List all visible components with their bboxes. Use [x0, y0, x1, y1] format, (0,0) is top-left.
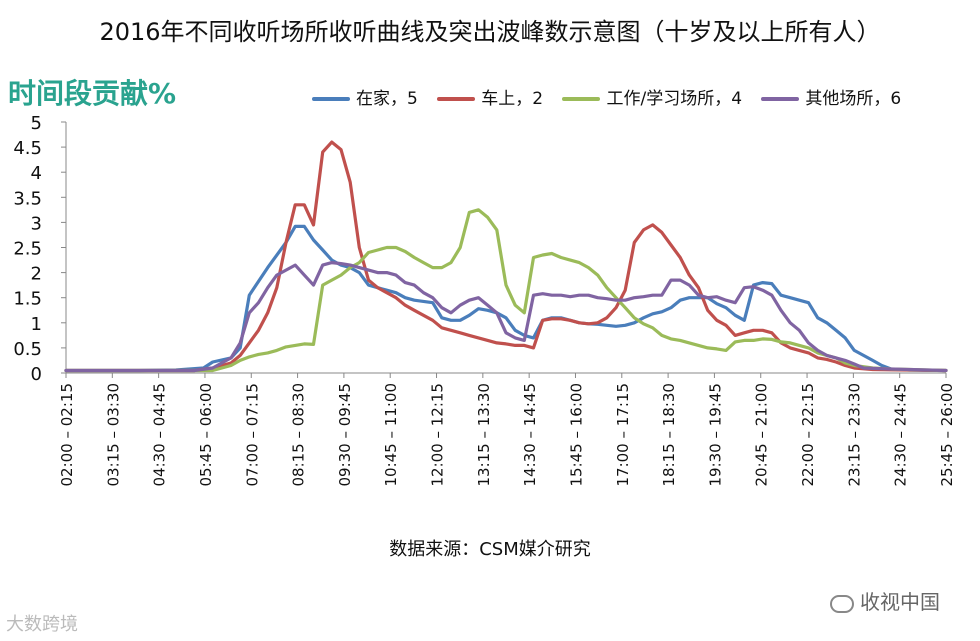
x-tick-label: 15:45 – 16:00: [567, 383, 585, 487]
legend-item-work: 工作/学习场所，4: [562, 84, 742, 109]
y-tick-label: 4.5: [13, 138, 42, 159]
x-tick-label: 25:45 – 26:00: [938, 383, 956, 487]
watermark-right-text: 收视中国: [860, 590, 940, 614]
y-tick-label: 1.5: [13, 289, 42, 310]
x-tick-label: 20:45 – 21:00: [753, 383, 771, 487]
x-tick-label: 07:00 – 07:15: [243, 383, 261, 487]
legend: 在家，5 车上，2 工作/学习场所，4 其他场所，6: [312, 84, 915, 109]
x-tick-label: 14:30 – 14:45: [521, 383, 539, 487]
y-tick-label: 1: [31, 314, 42, 335]
y-tick-label: 5: [31, 113, 42, 134]
watermark-left: 大数跨境: [6, 614, 78, 635]
x-tick-label: 22:00 – 22:15: [799, 383, 817, 487]
y-tick-label: 3: [31, 213, 42, 234]
legend-swatch-work: [562, 97, 601, 101]
legend-label-car: 车上，2: [481, 89, 544, 109]
x-tick-label: 12:00 – 12:15: [429, 383, 447, 487]
y-tick-label: 2: [31, 264, 42, 285]
watermark-right: 收视中国: [830, 586, 940, 615]
wechat-icon: [830, 594, 854, 613]
x-tick-label: 23:15 – 23:30: [845, 383, 863, 487]
x-tick-label: 24:30 – 24:45: [892, 383, 910, 487]
y-tick-label: 2.5: [13, 239, 42, 260]
source-note: 数据来源：CSM媒介研究: [389, 539, 591, 560]
x-tick-label: 04:30 – 04:45: [151, 383, 169, 487]
legend-swatch-other: [761, 97, 800, 101]
series-line-work: [64, 208, 948, 373]
chart-title: 2016年不同收听场所收听曲线及突出波峰数示意图（十岁及以上所有人）: [99, 18, 881, 46]
legend-swatch-home: [312, 97, 350, 101]
legend-label-work: 工作/学习场所，4: [606, 89, 743, 109]
x-tick-label: 10:45 – 11:00: [382, 383, 400, 487]
x-tick-label: 08:15 – 08:30: [290, 383, 308, 487]
legend-swatch-car: [437, 97, 476, 101]
legend-label-home: 在家，5: [356, 89, 418, 109]
legend-item-other: 其他场所，6: [761, 84, 901, 109]
series-line-other: [64, 261, 948, 373]
x-tick-label: 05:45 – 06:00: [197, 383, 215, 487]
y-tick-label: 0: [31, 364, 42, 385]
y-tick-label: 3.5: [13, 188, 42, 209]
x-tick-label: 02:00 – 02:15: [58, 383, 76, 487]
legend-item-car: 车上，2: [437, 84, 543, 109]
x-tick-label: 13:15 – 13:30: [475, 383, 493, 487]
x-tick-label: 17:00 – 17:15: [614, 383, 632, 487]
y-tick-label: 4: [31, 163, 42, 184]
legend-item-home: 在家，5: [312, 84, 418, 109]
y-axis-label: 时间段贡献%: [8, 77, 177, 110]
x-tick-label: 18:15 – 18:30: [660, 383, 678, 487]
x-tick-label: 19:30 – 19:45: [706, 383, 724, 487]
legend-label-other: 其他场所，6: [805, 89, 902, 109]
x-tick-label: 03:15 – 03:30: [104, 383, 122, 487]
y-tick-label: 0.5: [13, 339, 42, 360]
series-line-car: [64, 140, 948, 373]
x-tick-label: 09:30 – 09:45: [336, 383, 354, 487]
